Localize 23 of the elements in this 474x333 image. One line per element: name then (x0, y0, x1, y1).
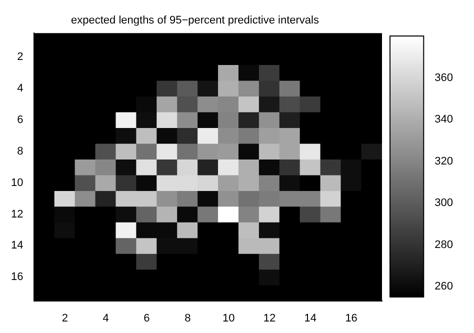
x-tick-label: 12 (263, 312, 276, 324)
color-bar-label: 300 (434, 197, 454, 210)
x-tick-label: 8 (184, 312, 191, 324)
y-tick-label: 16 (10, 271, 24, 284)
x-tick-label: 14 (304, 312, 317, 324)
y-tick-label: 10 (10, 176, 24, 189)
x-tick-label: 16 (345, 312, 358, 324)
color-bar-label: 260 (434, 280, 454, 293)
color-bar-label: 280 (434, 238, 454, 251)
x-tick-label: 6 (144, 312, 150, 324)
y-tick-label: 6 (17, 114, 24, 126)
x-tick-label: 2 (62, 312, 68, 324)
color-bar-label: 320 (434, 155, 454, 168)
y-tick-label: 8 (17, 145, 24, 158)
x-tick-label: 4 (102, 312, 109, 324)
color-bar-label: 340 (434, 114, 454, 126)
x-tick-label: 10 (222, 312, 235, 324)
y-tick-label: 2 (17, 50, 24, 63)
color-bar-label: 360 (434, 72, 454, 84)
y-tick-label: 14 (10, 240, 24, 252)
y-tick-label: 4 (17, 82, 24, 94)
y-tick-label: 12 (10, 208, 24, 220)
chart-title: expected lengths of 95−percent predictive intervals (71, 14, 320, 27)
